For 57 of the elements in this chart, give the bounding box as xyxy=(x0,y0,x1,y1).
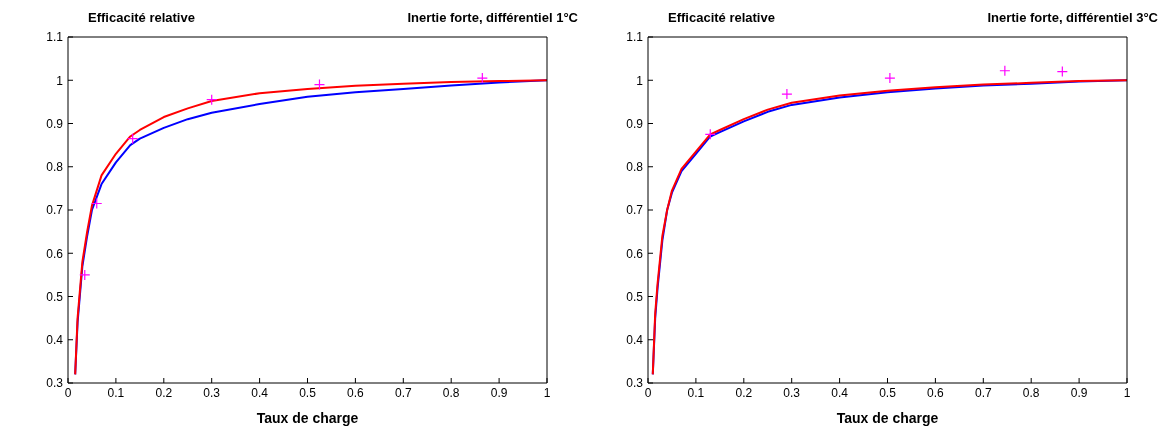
y-tick-label: 0.9 xyxy=(46,116,64,131)
y-axis-title: Efficacité relative xyxy=(88,10,195,25)
y-tick-label: 0.4 xyxy=(626,333,644,348)
x-tick-label: 0.4 xyxy=(251,385,269,400)
chart-title: Inertie forte, différentiel 1°C xyxy=(407,10,578,25)
y-tick-label: 0.7 xyxy=(626,203,644,218)
y-tick-label: 0.8 xyxy=(626,160,644,175)
x-tick-label: 0 xyxy=(644,385,652,400)
x-tick-label: 0.9 xyxy=(490,385,508,400)
x-tick-label: 0.5 xyxy=(299,385,317,400)
point xyxy=(79,269,91,281)
x-tick-label: 0.8 xyxy=(1022,385,1040,400)
x-tick-label: 0.2 xyxy=(735,385,753,400)
y-tick-label: 0.8 xyxy=(46,160,64,175)
x-tick-label: 0.3 xyxy=(783,385,801,400)
y-tick-label: 0.5 xyxy=(46,289,64,304)
x-tick-label: 0.8 xyxy=(442,385,460,400)
x-tick-label: 0.5 xyxy=(879,385,897,400)
x-axis-title: Taux de charge xyxy=(256,410,359,426)
chart-title: Inertie forte, différentiel 3°C xyxy=(987,10,1158,25)
point xyxy=(884,72,896,84)
x-tick-label: 0.1 xyxy=(687,385,705,400)
point xyxy=(999,65,1011,77)
point xyxy=(313,78,326,91)
y-axis-title: Efficacité relative xyxy=(668,10,775,25)
y-tick-label: 0.6 xyxy=(46,246,64,261)
y-tick-label: 0.9 xyxy=(626,116,644,131)
x-tick-label: 0.3 xyxy=(203,385,221,400)
x-tick-label: 1 xyxy=(1123,385,1131,400)
point xyxy=(1056,66,1068,78)
y-tick-label: 1 xyxy=(636,73,644,88)
y-tick-label: 1.1 xyxy=(46,30,64,45)
line-series xyxy=(651,79,1127,376)
point xyxy=(127,133,139,145)
point xyxy=(206,94,218,106)
x-tick-label: 0.4 xyxy=(831,385,849,400)
y-tick-label: 0.7 xyxy=(46,203,64,218)
x-tick-label: 0.9 xyxy=(1070,385,1088,400)
x-tick-label: 0.2 xyxy=(155,385,173,400)
point xyxy=(476,72,488,84)
y-tick-label: 1.1 xyxy=(626,30,644,45)
x-tick-label: 0.7 xyxy=(394,385,412,400)
y-tick-label: 0.4 xyxy=(46,333,64,348)
x-tick-label: 0.6 xyxy=(927,385,945,400)
point xyxy=(704,128,716,140)
x-axis-title: Taux de charge xyxy=(836,410,939,426)
y-tick-label: 0.5 xyxy=(626,289,644,304)
x-tick-label: 0.7 xyxy=(974,385,992,400)
point xyxy=(781,88,793,100)
x-tick-label: 0.6 xyxy=(347,385,365,400)
y-tick-label: 0.6 xyxy=(626,246,644,261)
x-tick-label: 1 xyxy=(543,385,551,400)
x-tick-label: 0 xyxy=(64,385,72,400)
y-tick-label: 1 xyxy=(56,73,64,88)
point xyxy=(91,197,103,210)
x-tick-label: 0.1 xyxy=(107,385,125,400)
line-series xyxy=(74,79,547,376)
